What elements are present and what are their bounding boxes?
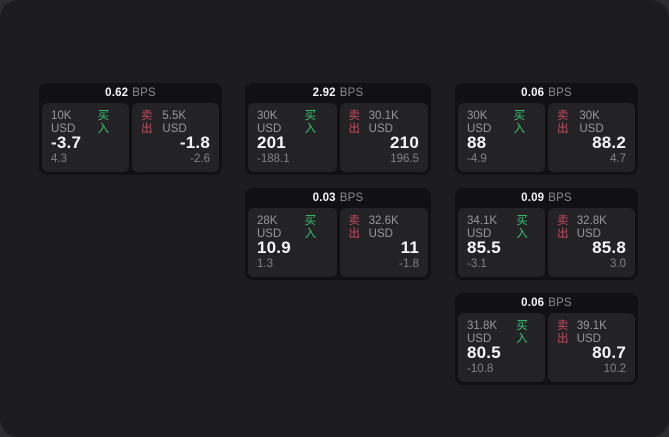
buy-price: 88 (467, 133, 487, 152)
sell-amount: 30K USD (579, 110, 604, 135)
bps-header: 0.03 BPS (245, 188, 431, 208)
buy-amount: 10K USD (51, 110, 76, 135)
sell-delta: -2.6 (190, 153, 210, 165)
sell-price: 11 (400, 238, 419, 257)
buy-side-label: 买入 (513, 110, 526, 135)
sell-pane[interactable]: 卖出 32.8K USD 85.8 3.0 (548, 208, 635, 277)
buy-pane[interactable]: 31.8K USD 买入 80.5 -10.8 (458, 313, 545, 382)
quote-card: 0.03 BPS 28K USD 买入 10.9 1.3 卖出 32.6K US… (245, 188, 431, 280)
bps-header: 0.09 BPS (455, 188, 638, 208)
buy-amount: 30K USD (257, 110, 282, 135)
bps-unit-label: BPS (548, 87, 572, 99)
buy-amount: 31.8K USD (467, 320, 498, 345)
bps-unit-label: BPS (132, 87, 156, 99)
sell-amount: 32.6K USD (368, 215, 399, 240)
sell-side-label: 卖出 (348, 110, 361, 135)
bps-header: 0.06 BPS (455, 83, 638, 103)
buy-price: 80.5 (467, 343, 501, 362)
sell-side-label: 卖出 (141, 110, 153, 135)
buy-pane[interactable]: 34.1K USD 买入 85.5 -3.1 (458, 208, 545, 277)
bps-value: 2.92 (312, 87, 336, 99)
buy-price: 85.5 (467, 238, 501, 257)
bps-unit-label: BPS (339, 87, 364, 99)
quote-card: 0.06 BPS 30K USD 买入 88 -4.9 卖出 30K USD 8… (455, 83, 638, 175)
sell-side-label: 卖出 (557, 320, 569, 345)
buy-pane[interactable]: 30K USD 买入 88 -4.9 (458, 103, 545, 172)
buy-side-label: 买入 (97, 110, 110, 135)
quote-card: 0.06 BPS 31.8K USD 买入 80.5 -10.8 卖出 39.1… (455, 293, 638, 385)
buy-delta: -3.1 (467, 258, 487, 270)
sell-amount: 30.1K USD (368, 110, 399, 135)
sell-price: 210 (390, 133, 419, 152)
sell-delta: -1.8 (399, 258, 419, 270)
buy-delta: -10.8 (467, 363, 494, 375)
buy-price: 10.9 (257, 238, 291, 257)
buy-side-label: 买入 (304, 215, 317, 240)
sell-pane[interactable]: 卖出 30K USD 88.2 4.7 (548, 103, 635, 172)
bps-header: 0.62 BPS (39, 83, 222, 103)
buy-amount: 28K USD (257, 215, 282, 240)
buy-pane[interactable]: 28K USD 买入 10.9 1.3 (248, 208, 337, 277)
buy-delta: -4.9 (467, 153, 487, 165)
bps-header: 0.06 BPS (455, 293, 638, 313)
sell-price: -1.8 (179, 133, 210, 152)
buy-pane[interactable]: 10K USD 买入 -3.7 4.3 (42, 103, 129, 172)
buy-price: -3.7 (51, 133, 82, 152)
sell-amount: 32.8K USD (576, 215, 607, 240)
quote-card: 0.62 BPS 10K USD 买入 -3.7 4.3 卖出 5.5K USD… (39, 83, 222, 175)
quote-card: 0.09 BPS 34.1K USD 买入 85.5 -3.1 卖出 32.8K… (455, 188, 638, 280)
buy-side-label: 买入 (516, 215, 528, 240)
bps-value: 0.62 (105, 87, 129, 99)
bps-value: 0.03 (312, 192, 336, 204)
sell-price: 88.2 (592, 133, 626, 152)
sell-pane[interactable]: 卖出 32.6K USD 11 -1.8 (339, 208, 428, 277)
bps-value: 0.06 (521, 87, 545, 99)
sell-side-label: 卖出 (557, 215, 569, 240)
buy-side-label: 买入 (304, 110, 317, 135)
bps-value: 0.09 (521, 192, 545, 204)
sell-amount: 5.5K USD (162, 110, 187, 135)
sell-delta: 196.5 (390, 153, 419, 165)
sell-delta: 3.0 (610, 258, 626, 270)
buy-delta: -188.1 (257, 153, 290, 165)
bps-header: 2.92 BPS (245, 83, 431, 103)
sell-pane[interactable]: 卖出 5.5K USD -1.8 -2.6 (132, 103, 219, 172)
bps-unit-label: BPS (339, 192, 364, 204)
bps-value: 0.06 (521, 297, 545, 309)
buy-side-label: 买入 (516, 320, 528, 345)
buy-pane[interactable]: 30K USD 买入 201 -188.1 (248, 103, 337, 172)
bps-unit-label: BPS (548, 192, 572, 204)
sell-price: 80.7 (592, 343, 626, 362)
quote-card: 2.92 BPS 30K USD 买入 201 -188.1 卖出 30.1K … (245, 83, 431, 175)
sell-delta: 10.2 (603, 363, 626, 375)
buy-delta: 1.3 (257, 258, 273, 270)
sell-price: 85.8 (592, 238, 626, 257)
sell-side-label: 卖出 (348, 215, 361, 240)
buy-delta: 4.3 (51, 153, 67, 165)
bps-unit-label: BPS (548, 297, 572, 309)
sell-pane[interactable]: 卖出 30.1K USD 210 196.5 (339, 103, 428, 172)
buy-amount: 34.1K USD (467, 215, 498, 240)
sell-delta: 4.7 (610, 153, 626, 165)
sell-amount: 39.1K USD (576, 320, 607, 345)
sell-pane[interactable]: 卖出 39.1K USD 80.7 10.2 (548, 313, 635, 382)
sell-side-label: 卖出 (557, 110, 569, 135)
buy-price: 201 (257, 133, 286, 152)
buy-amount: 30K USD (467, 110, 492, 135)
